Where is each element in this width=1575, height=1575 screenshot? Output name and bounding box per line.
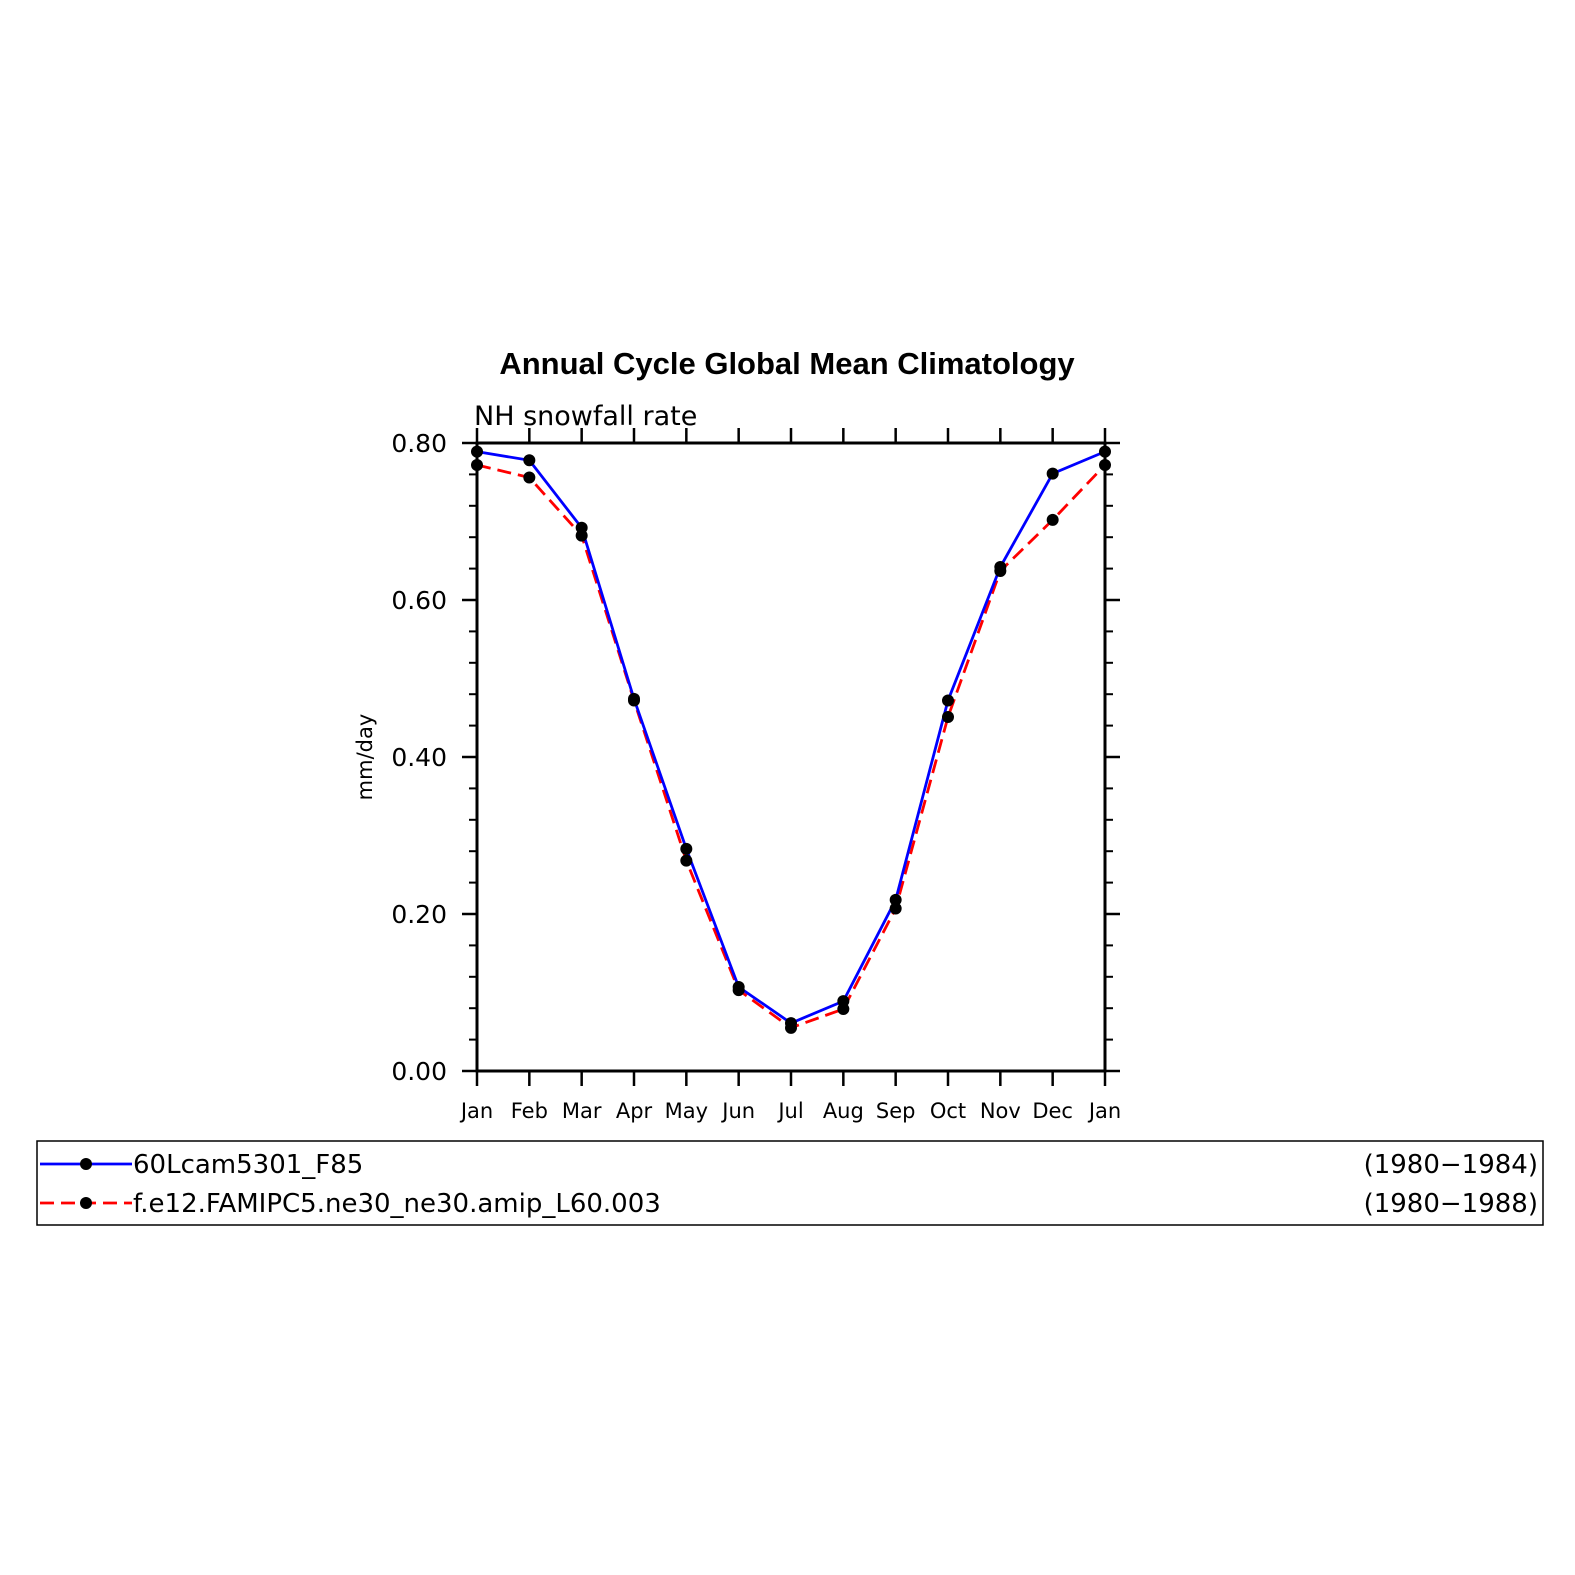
- y-tick-label: 0.20: [391, 900, 447, 929]
- data-point: [471, 458, 483, 471]
- y-axis-label: mm/day: [353, 714, 377, 801]
- x-tick-label: Feb: [511, 1099, 548, 1123]
- x-tick-label: Jun: [720, 1099, 755, 1123]
- x-tick-label: Jul: [776, 1099, 803, 1123]
- x-tick-label: Nov: [980, 1099, 1021, 1123]
- plot-series: [471, 445, 1111, 1034]
- x-tick-label: Mar: [562, 1099, 602, 1123]
- legend-box: [36, 1140, 1544, 1226]
- data-point: [628, 692, 640, 705]
- data-point: [837, 995, 850, 1008]
- data-point: [575, 521, 588, 534]
- x-tick-label: Dec: [1032, 1099, 1073, 1123]
- chart-title: Annual Cycle Global Mean Climatology: [499, 346, 1075, 381]
- x-tick-label: Oct: [930, 1099, 966, 1123]
- plot-frame: [475, 441, 1107, 1073]
- y-tick-label: 0.40: [391, 743, 447, 772]
- data-point: [889, 902, 902, 915]
- y-tick-label: 0.80: [391, 429, 447, 458]
- data-point: [889, 893, 902, 906]
- x-tick-label: Jan: [1087, 1099, 1121, 1123]
- data-point: [942, 694, 954, 707]
- data-point: [1046, 513, 1059, 526]
- axes: Jan Feb Mar Apr May Jun Jul Aug Sep Oct Nov Dec Jan 0…: [391, 428, 1121, 1123]
- data-point: [942, 710, 954, 723]
- data-point: [471, 445, 483, 458]
- chart-subtitle: NH snowfall rate: [474, 401, 697, 432]
- data-point: [523, 454, 536, 467]
- data-point: [1046, 467, 1059, 480]
- x-tick-label: Aug: [823, 1099, 864, 1123]
- data-point: [785, 1017, 797, 1030]
- data-point: [732, 981, 745, 994]
- data-point: [1099, 458, 1111, 471]
- series-line: [476, 450, 1106, 1025]
- x-tick-label: Apr: [616, 1099, 653, 1123]
- y-tick-label: 0.00: [391, 1057, 447, 1086]
- legend-marker: [80, 1197, 92, 1209]
- data-point: [994, 561, 1007, 574]
- y-tick-label: 0.60: [391, 586, 447, 615]
- x-tick-label: Jan: [459, 1099, 493, 1123]
- x-tick-label: May: [665, 1099, 708, 1123]
- legend-label: f.e12.FAMIPC5.ne30_ne30.amip_L60.003: [133, 1189, 661, 1219]
- legend-years: (1980−1984): [1364, 1150, 1538, 1180]
- legend-label: 60Lcam5301_F85: [133, 1150, 363, 1180]
- legend: 60Lcam5301_F85 (1980−1984) f.e12.FAMIPC5.n…: [40, 1150, 1538, 1219]
- data-point: [680, 854, 693, 867]
- data-point: [1099, 445, 1111, 458]
- data-point: [680, 842, 693, 855]
- legend-marker: [80, 1158, 92, 1170]
- x-tick-label: Sep: [876, 1099, 916, 1123]
- data-point: [523, 471, 536, 484]
- legend-years: (1980−1988): [1364, 1189, 1538, 1219]
